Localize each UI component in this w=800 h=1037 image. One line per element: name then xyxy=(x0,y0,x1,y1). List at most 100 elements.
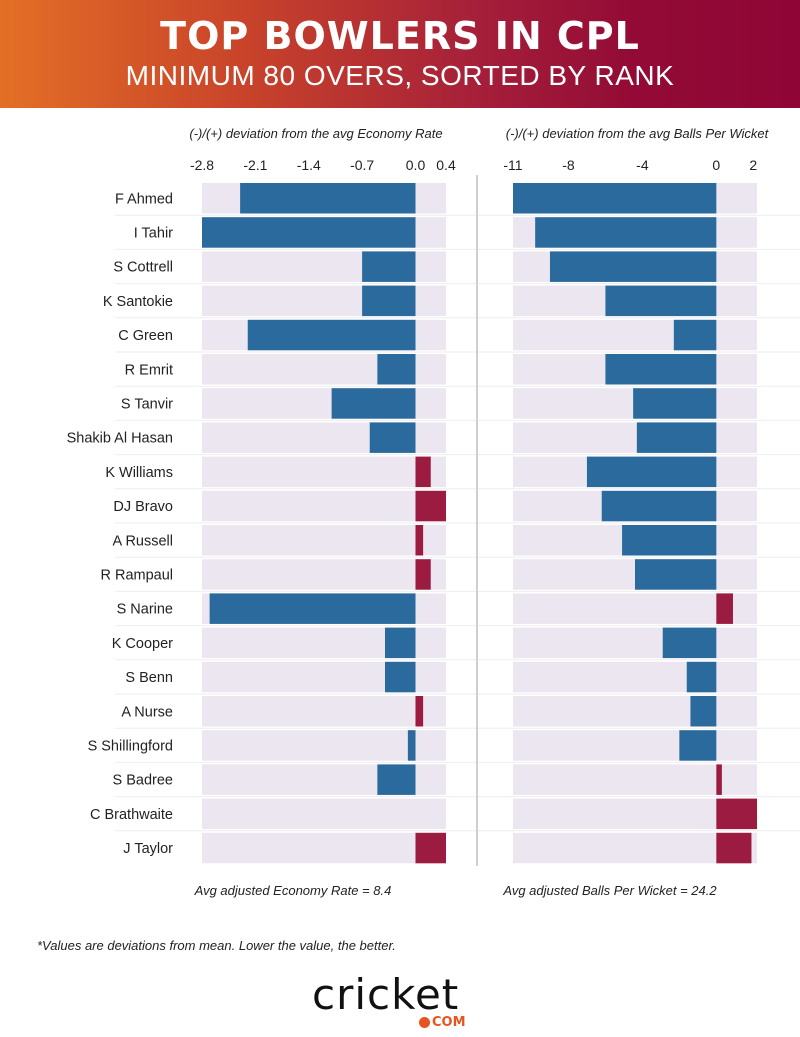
economy-axis-title: (-)/(+) deviation from the avg Economy R… xyxy=(189,126,442,141)
bpw-tick-label: 2 xyxy=(749,157,757,173)
page-subtitle: MINIMUM 80 OVERS, SORTED BY RANK xyxy=(125,60,675,91)
bpw-avg-label: Avg adjusted Balls Per Wicket = 24.2 xyxy=(502,883,717,898)
economy-bar xyxy=(247,319,416,351)
bpw-bar xyxy=(605,285,717,317)
bpw-bar xyxy=(586,456,717,488)
economy-bar xyxy=(415,456,431,488)
footnote: *Values are deviations from mean. Lower … xyxy=(37,938,396,953)
economy-bar xyxy=(415,490,446,522)
bpw-bar xyxy=(716,764,722,795)
bpw-bar xyxy=(535,217,717,248)
economy-tick-label: -2.1 xyxy=(243,157,267,173)
economy-avg-label: Avg adjusted Economy Rate = 8.4 xyxy=(194,883,392,898)
row-label: S Benn xyxy=(125,670,173,686)
bpw-bar xyxy=(673,319,717,351)
economy-bar xyxy=(331,388,416,419)
economy-bar xyxy=(415,696,424,727)
economy-tick-label: 0.0 xyxy=(406,157,426,173)
economy-bar xyxy=(377,354,416,385)
logo-dot-icon xyxy=(419,1017,430,1028)
bpw-bar xyxy=(716,593,733,624)
bpw-bar xyxy=(679,730,717,761)
bpw-axis-title: (-)/(+) deviation from the avg Balls Per… xyxy=(506,126,770,141)
economy-row-band xyxy=(202,525,446,556)
row-label: S Shillingford xyxy=(88,738,173,754)
cricket-com-logo: cricket COM xyxy=(312,972,492,1032)
bpw-row-band xyxy=(513,422,757,453)
economy-bar xyxy=(415,559,431,590)
economy-bar xyxy=(377,764,416,795)
economy-bar xyxy=(240,183,416,214)
economy-tick-label: -1.4 xyxy=(297,157,321,173)
economy-bar xyxy=(362,251,416,282)
row-label: S Tanvir xyxy=(121,396,173,412)
economy-bar xyxy=(209,593,416,624)
bpw-bar xyxy=(601,490,717,522)
bpw-bar xyxy=(633,388,717,419)
row-labels: F Ahmed I Tahir S Cottrell K Santokie C Gree… xyxy=(67,191,174,857)
row-label: A Russell xyxy=(113,533,173,549)
logo-suffix: COM xyxy=(432,1015,466,1030)
row-label: R Rampaul xyxy=(100,567,173,583)
row-label: R Emrit xyxy=(125,362,173,378)
row-label: C Brathwaite xyxy=(90,807,173,823)
bpw-bar xyxy=(513,183,717,214)
row-label: S Cottrell xyxy=(113,260,173,276)
header-banner: TOP BOWLERS IN CPL MINIMUM 80 OVERS, SOR… xyxy=(0,0,800,108)
bpw-bar xyxy=(636,422,717,453)
row-label: A Nurse xyxy=(121,704,173,720)
economy-bar xyxy=(415,832,446,864)
economy-tick-label: 0.4 xyxy=(436,157,456,173)
economy-bar xyxy=(385,627,416,659)
row-label: I Tahir xyxy=(134,225,173,241)
page-title: TOP BOWLERS IN CPL xyxy=(160,14,640,58)
economy-bar xyxy=(415,525,424,556)
economy-bar xyxy=(202,217,416,248)
row-label: Shakib Al Hasan xyxy=(67,431,173,447)
bpw-bar xyxy=(549,251,717,282)
bpw-bar xyxy=(662,627,717,659)
bpw-row-band xyxy=(513,661,757,693)
economy-row-band xyxy=(202,798,446,830)
bowlers-chart: F Ahmed I Tahir S Cottrell K Santokie C Gree… xyxy=(67,126,800,898)
economy-row-band xyxy=(202,559,446,590)
bpw-bar xyxy=(716,832,752,864)
bpw-row-band xyxy=(513,319,757,351)
bpw-bar xyxy=(605,354,717,385)
economy-tick-label: -2.8 xyxy=(190,157,214,173)
bpw-tick-label: -11 xyxy=(503,157,522,173)
bpw-row-band xyxy=(513,627,757,659)
row-label: S Narine xyxy=(117,602,173,618)
row-label: K Williams xyxy=(105,465,173,481)
economy-row-band xyxy=(202,490,446,522)
row-separators xyxy=(115,214,800,832)
bpw-row-band xyxy=(513,696,757,727)
economy-bar xyxy=(407,730,416,761)
bpw-tick-label: 0 xyxy=(712,157,720,173)
balls-per-wicket-panel: (-)/(+) deviation from the avg Balls Per… xyxy=(502,126,769,898)
row-label: C Green xyxy=(118,328,173,344)
row-label: S Badree xyxy=(113,773,173,789)
bpw-bar xyxy=(635,559,717,590)
row-label: K Santokie xyxy=(103,294,173,310)
bpw-bar xyxy=(686,661,717,693)
bpw-bar xyxy=(716,798,757,830)
row-label: K Cooper xyxy=(112,636,173,652)
bpw-tick-label: -4 xyxy=(636,157,649,173)
economy-tick-label: -0.7 xyxy=(350,157,374,173)
row-label: F Ahmed xyxy=(115,191,173,207)
row-label: DJ Bravo xyxy=(113,499,173,515)
bpw-bar xyxy=(690,696,717,727)
economy-row-band xyxy=(202,730,446,761)
economy-row-band xyxy=(202,456,446,488)
economy-bar xyxy=(362,285,416,317)
economy-row-band xyxy=(202,696,446,727)
economy-rate-panel: (-)/(+) deviation from the avg Economy R… xyxy=(189,126,456,898)
logo-word: cricket xyxy=(312,970,460,1019)
economy-bar xyxy=(385,661,416,693)
bpw-row-band xyxy=(513,730,757,761)
economy-row-band xyxy=(202,832,446,864)
bpw-tick-label: -8 xyxy=(562,157,575,173)
row-label: J Taylor xyxy=(123,841,173,857)
bpw-bar xyxy=(622,525,717,556)
